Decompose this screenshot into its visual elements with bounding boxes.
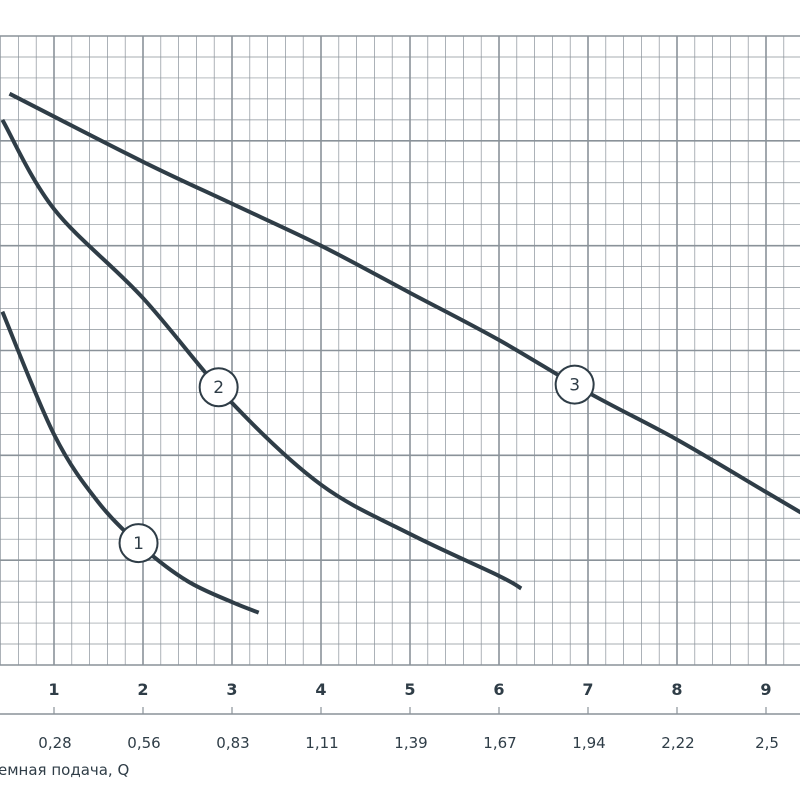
x-tick-secondary: 0,56 — [127, 734, 160, 752]
curve-label-2: 2 — [213, 378, 224, 398]
x-tick-secondary: 2,5 — [755, 734, 779, 752]
x-tick-primary: 1 — [48, 680, 59, 699]
curve-label-1: 1 — [133, 534, 144, 554]
x-axis-label: емная подача, Q — [0, 761, 129, 779]
x-tick-secondary: 1,11 — [305, 734, 338, 752]
x-tick-secondary: 0,28 — [38, 734, 71, 752]
x-tick-secondary: 1,39 — [394, 734, 427, 752]
x-tick-secondary: 1,94 — [572, 734, 605, 752]
x-tick-labels: 1 2 3 4 5 6 7 8 9 0,28 0,56 0,83 1,11 1,39 1,67 1,94 2,2… — [38, 680, 779, 752]
curve-label-badge-3 — [554, 364, 595, 405]
x-tick-primary: 5 — [404, 680, 415, 699]
x-tick-primary: 9 — [760, 680, 771, 699]
x-tick-primary: 4 — [315, 680, 326, 699]
grid — [0, 35, 800, 715]
curve-label-badge-2 — [198, 367, 239, 408]
curve-label-3: 3 — [569, 376, 580, 396]
x-tick-secondary: 1,67 — [483, 734, 516, 752]
x-tick-secondary: 0,83 — [216, 734, 249, 752]
curve-label-badge-1 — [118, 523, 159, 564]
x-tick-primary: 2 — [137, 680, 148, 699]
curve-labels: 1 2 3 — [118, 364, 595, 564]
x-tick-primary: 8 — [671, 680, 682, 699]
x-tick-primary: 7 — [582, 680, 593, 699]
x-tick-primary: 6 — [493, 680, 504, 699]
curve-2 — [0, 118, 523, 591]
curve-3 — [8, 91, 800, 515]
x-tick-primary: 3 — [226, 680, 237, 699]
x-tick-secondary: 2,22 — [661, 734, 694, 752]
curve-1 — [0, 310, 260, 615]
